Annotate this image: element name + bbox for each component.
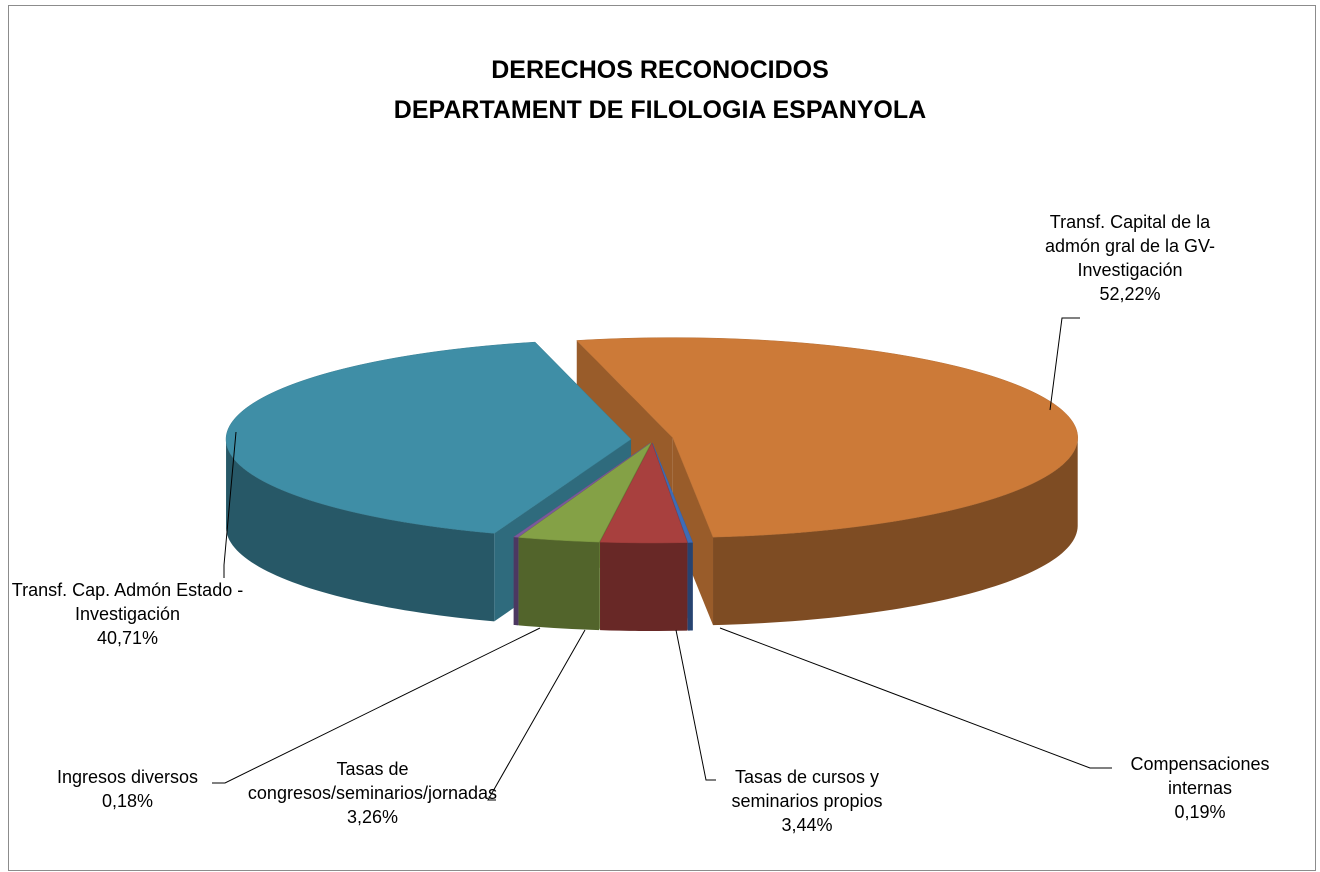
value-label: 52,22% <box>1099 284 1161 304</box>
slice <box>576 337 1078 626</box>
chart-frame <box>8 5 1316 871</box>
slice-side <box>713 438 1078 626</box>
slice-label: Transf. Cap. Admón Estado - Investigació… <box>10 578 245 650</box>
leader-line <box>223 431 237 578</box>
slice-top <box>576 337 1078 538</box>
slice-cut-face <box>672 437 714 626</box>
slice-side <box>518 537 600 631</box>
slice-label: Compensaciones internas 0,19% <box>1110 752 1290 824</box>
slice-side <box>226 440 495 622</box>
leader-line <box>719 627 1112 769</box>
value-label: 0,19% <box>1174 802 1226 822</box>
chart-title: DERECHOS RECONOCIDOS <box>491 56 829 84</box>
slice-label: Ingresos diversos 0,18% <box>30 765 225 813</box>
chart-subtitle: DEPARTAMENT DE FILOLOGIA ESPANYOLA <box>393 96 927 124</box>
title-block: DERECHOS RECONOCIDOS DEPARTAMENT DE FILO… <box>0 50 1320 130</box>
slice-label: Tasas de cursos y seminarios propios 3,44… <box>697 765 917 837</box>
slice <box>599 442 688 631</box>
leader-line <box>212 627 541 784</box>
slice-side <box>513 536 519 626</box>
slice-side <box>687 542 693 631</box>
slice-top <box>225 341 632 534</box>
slice-top <box>517 442 652 543</box>
slice-top <box>599 442 688 544</box>
value-label: 3,26% <box>346 807 399 827</box>
slice-top <box>652 442 694 543</box>
category-label: Transf. Capital de la admón gral de la G… <box>1044 212 1216 280</box>
value-label: 3,44% <box>781 815 833 835</box>
slice-label: Tasas de congresos/seminarios/jornadas 3,… <box>240 757 505 829</box>
category-label: Compensaciones internas <box>1130 754 1270 798</box>
category-label: Ingresos diversos <box>56 767 199 787</box>
leader-line <box>1049 317 1080 411</box>
value-label: 0,18% <box>101 791 154 811</box>
leader-line <box>675 629 716 781</box>
category-label: Transf. Cap. Admón Estado - Investigació… <box>11 580 244 624</box>
category-label: Tasas de cursos y seminarios propios <box>731 767 883 811</box>
leader-line <box>487 629 586 801</box>
slice-top <box>513 442 651 538</box>
value-label: 40,71% <box>96 628 159 648</box>
category-label: Tasas de congresos/seminarios/jornadas <box>247 759 498 803</box>
slice-label: Transf. Capital de la admón gral de la G… <box>1020 210 1240 306</box>
slice-side <box>600 542 688 631</box>
